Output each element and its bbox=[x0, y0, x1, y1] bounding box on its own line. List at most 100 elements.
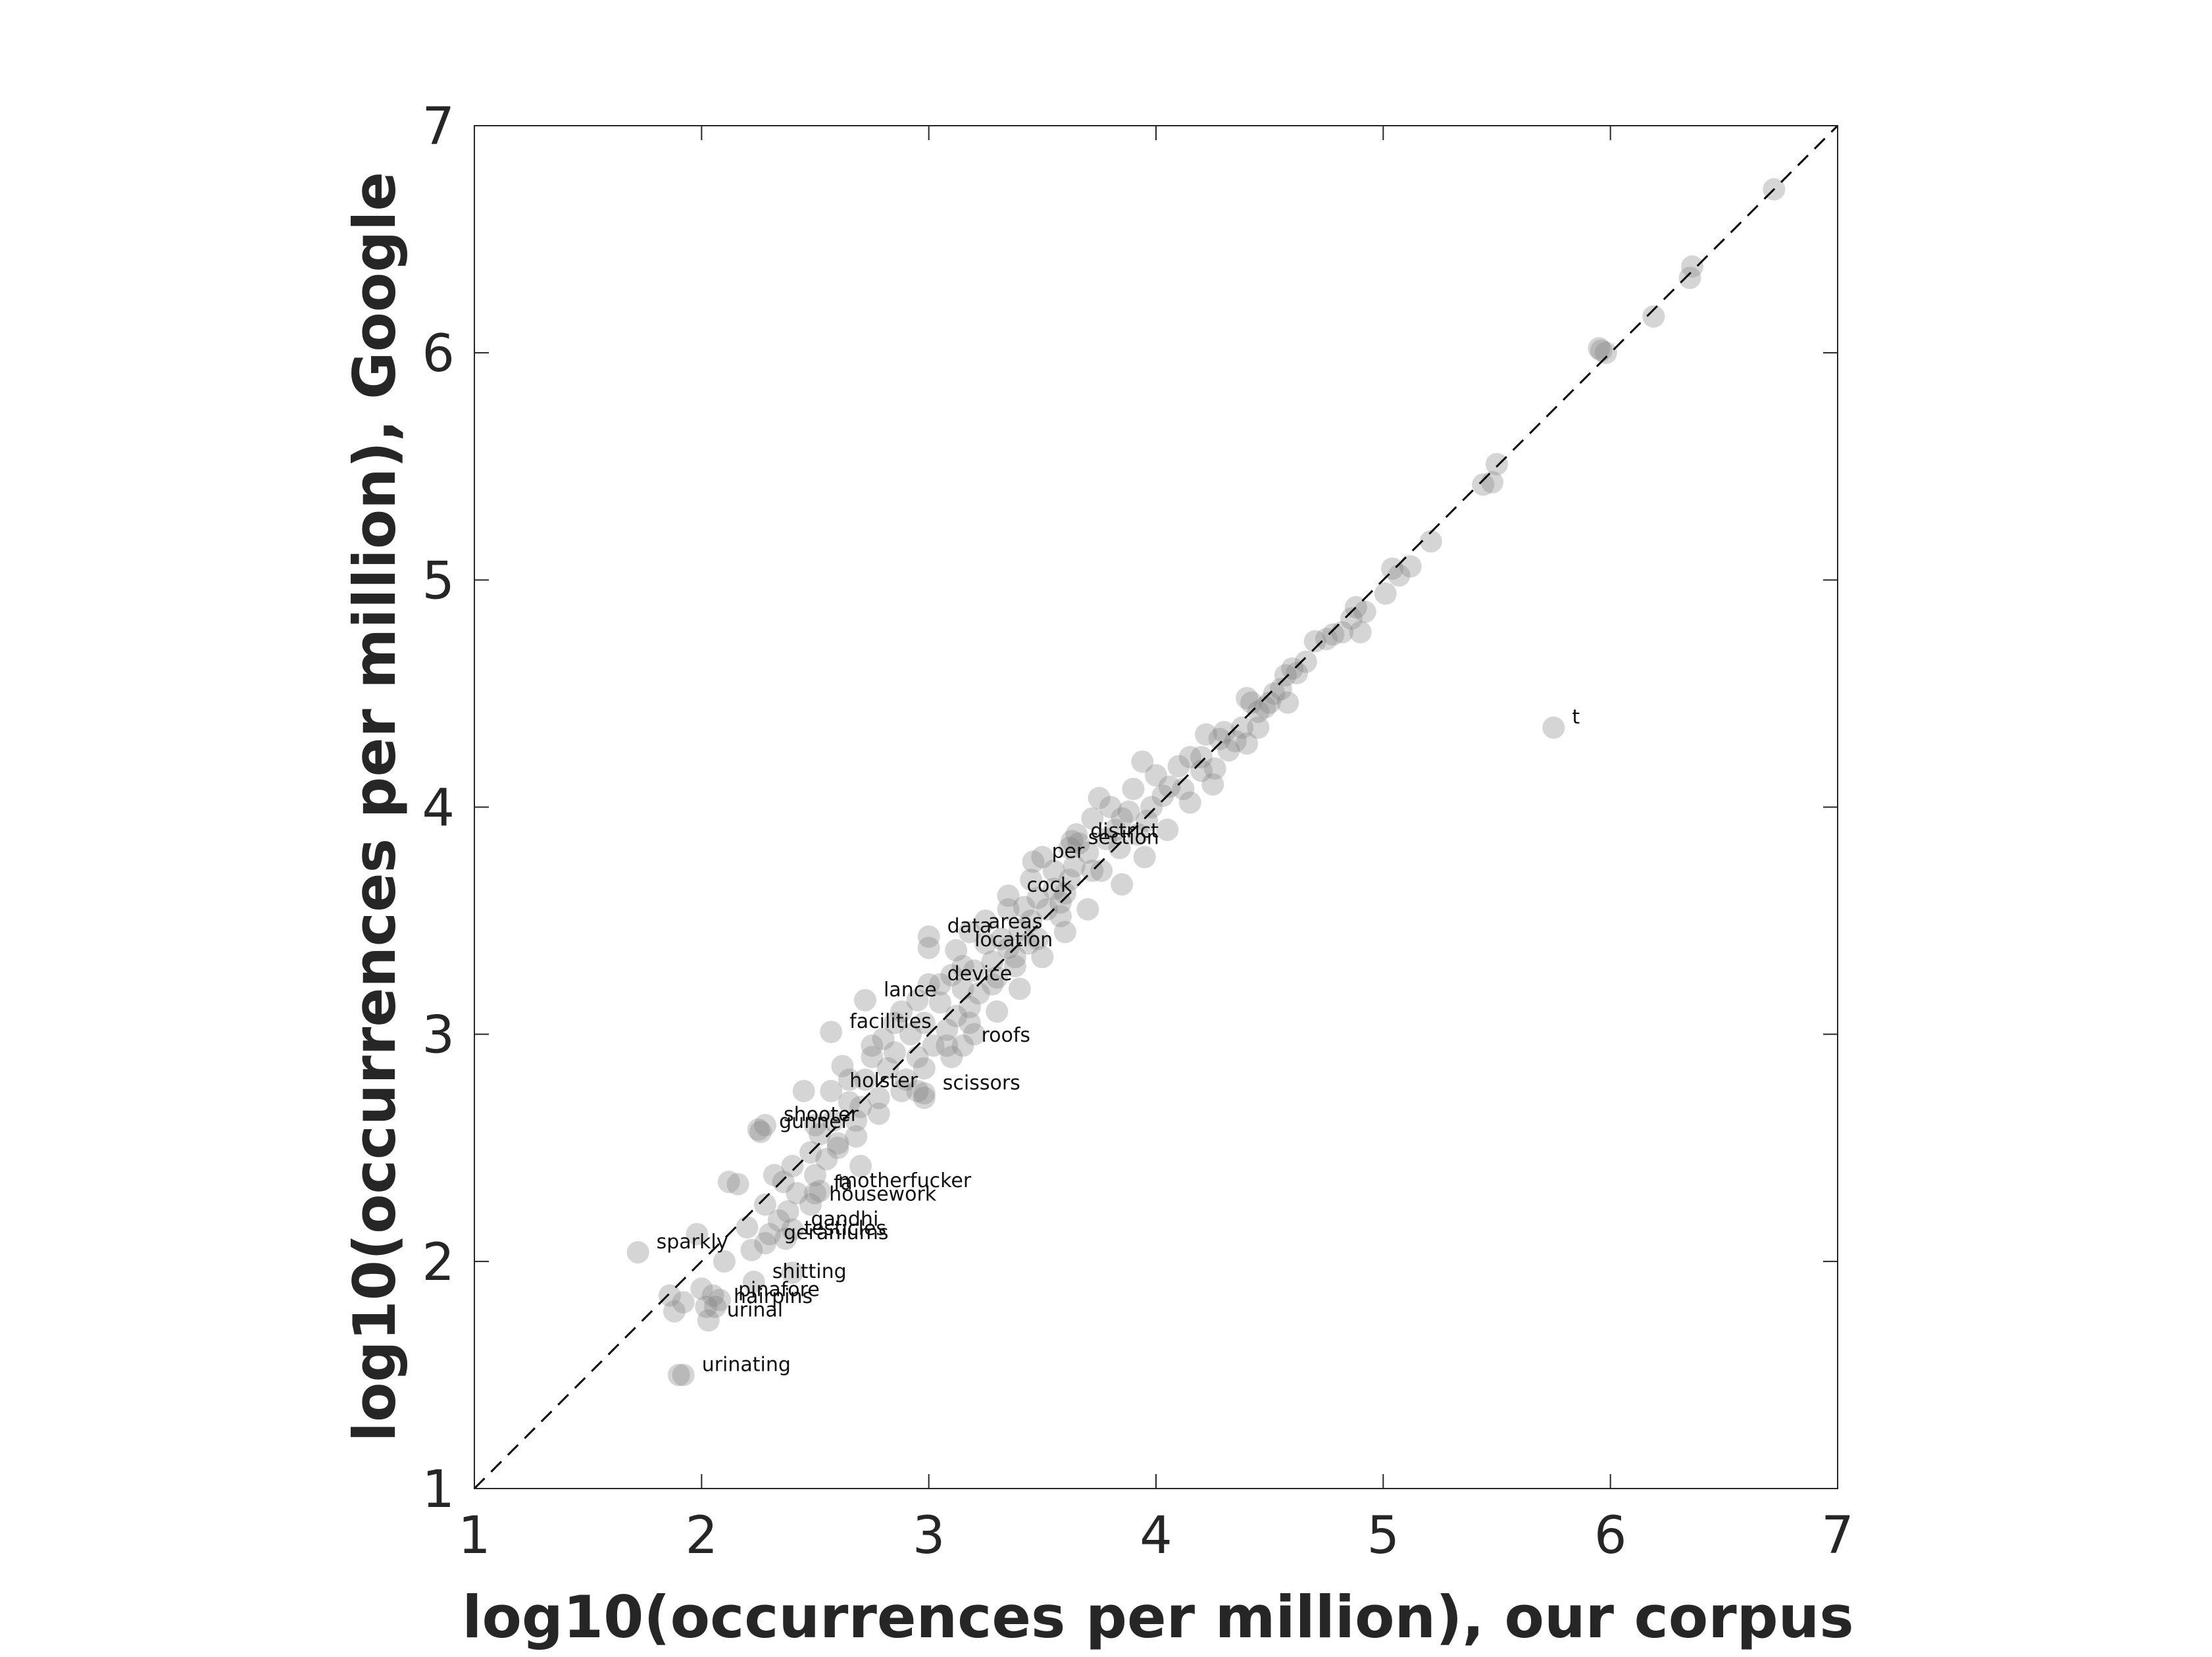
data-point bbox=[1099, 796, 1122, 819]
data-point bbox=[1088, 786, 1111, 809]
data-point bbox=[1340, 607, 1363, 630]
labeled-data-point bbox=[749, 1121, 772, 1144]
labeled-data-point bbox=[799, 1193, 822, 1216]
point-label: hairpins bbox=[734, 1285, 813, 1308]
data-point bbox=[1145, 764, 1167, 787]
data-point bbox=[1274, 664, 1297, 687]
data-point bbox=[853, 1068, 876, 1091]
data-point bbox=[1269, 678, 1292, 701]
data-point bbox=[667, 1364, 690, 1387]
data-point bbox=[1108, 836, 1131, 859]
point-label: urinal bbox=[727, 1299, 783, 1322]
data-point bbox=[1058, 868, 1081, 891]
data-point bbox=[1258, 691, 1281, 714]
data-point bbox=[672, 1290, 695, 1313]
data-point bbox=[1151, 784, 1174, 807]
y-tick-label: 2 bbox=[422, 1233, 455, 1292]
data-point bbox=[686, 1223, 709, 1246]
data-point bbox=[1026, 886, 1049, 909]
data-point bbox=[815, 1148, 838, 1171]
data-point bbox=[1042, 877, 1065, 900]
data-point bbox=[1081, 807, 1104, 830]
data-point bbox=[1103, 819, 1126, 842]
data-point bbox=[1133, 846, 1156, 869]
data-point bbox=[826, 1132, 849, 1155]
labeled-data-point bbox=[951, 1034, 974, 1057]
data-point bbox=[1042, 859, 1065, 882]
data-point bbox=[1240, 691, 1263, 714]
x-tick-label: 6 bbox=[1594, 1506, 1627, 1566]
data-point bbox=[1208, 727, 1231, 750]
data-point bbox=[872, 1027, 895, 1050]
data-point bbox=[958, 996, 981, 1019]
data-point bbox=[1008, 977, 1031, 1000]
y-tick-label: 1 bbox=[422, 1460, 455, 1519]
x-tick-label: 3 bbox=[913, 1506, 945, 1566]
data-point bbox=[845, 1125, 868, 1148]
data-point bbox=[792, 1079, 815, 1102]
data-point bbox=[849, 1154, 872, 1177]
data-point bbox=[804, 1163, 826, 1186]
data-point bbox=[1126, 823, 1149, 846]
point-label: motherfucker bbox=[838, 1169, 972, 1192]
data-point bbox=[1231, 716, 1254, 739]
labeled-data-point bbox=[917, 973, 940, 996]
labeled-data-point bbox=[1022, 850, 1045, 873]
data-point bbox=[776, 1200, 799, 1223]
data-point bbox=[895, 1068, 918, 1091]
data-point bbox=[1388, 564, 1411, 587]
data-point bbox=[1090, 859, 1113, 882]
data-point bbox=[1053, 921, 1076, 944]
data-point bbox=[1178, 791, 1201, 814]
data-point bbox=[1122, 777, 1145, 800]
data-point bbox=[1472, 473, 1495, 496]
data-point bbox=[1322, 623, 1345, 646]
data-point bbox=[713, 1250, 736, 1273]
x-tick-label: 4 bbox=[1140, 1506, 1172, 1566]
point-label: device bbox=[947, 963, 1013, 986]
data-point bbox=[876, 1057, 899, 1080]
data-point bbox=[1095, 827, 1118, 850]
data-point bbox=[826, 1136, 849, 1160]
data-point bbox=[1201, 773, 1224, 796]
data-point bbox=[1680, 255, 1703, 278]
data-point bbox=[997, 898, 1020, 921]
point-label: facilities bbox=[849, 1010, 932, 1033]
data-point bbox=[1486, 453, 1508, 476]
data-point bbox=[945, 1005, 968, 1028]
reference-line bbox=[473, 124, 1839, 1490]
point-label: scissors bbox=[943, 1071, 1020, 1094]
data-point bbox=[867, 1086, 890, 1109]
labeled-data-point bbox=[697, 1309, 720, 1332]
data-point bbox=[1076, 841, 1099, 864]
point-label: location bbox=[974, 929, 1053, 952]
data-point bbox=[726, 1173, 749, 1196]
data-point bbox=[845, 1109, 868, 1132]
data-point bbox=[754, 1193, 777, 1216]
data-point bbox=[1315, 628, 1338, 651]
data-point bbox=[701, 1284, 724, 1307]
data-point bbox=[963, 959, 986, 982]
data-point bbox=[747, 1118, 770, 1141]
data-point bbox=[1136, 809, 1159, 832]
data-point bbox=[1213, 721, 1236, 744]
data-point bbox=[1399, 555, 1422, 578]
data-point bbox=[1036, 898, 1059, 921]
data-point bbox=[890, 1000, 913, 1023]
y-tick-label: 5 bbox=[422, 551, 455, 611]
data-point bbox=[1594, 342, 1617, 365]
point-label: data bbox=[947, 915, 992, 938]
data-point bbox=[1158, 775, 1181, 798]
y-tick-label: 7 bbox=[422, 97, 455, 157]
data-point bbox=[940, 963, 963, 986]
data-point bbox=[1190, 759, 1213, 782]
labeled-data-point bbox=[808, 1179, 831, 1202]
point-label: areas bbox=[988, 910, 1043, 933]
data-point bbox=[838, 1091, 861, 1114]
labeled-data-point bbox=[1542, 716, 1565, 739]
x-tick-label: 5 bbox=[1367, 1506, 1400, 1566]
data-point bbox=[1247, 716, 1270, 739]
data-point bbox=[781, 1262, 804, 1285]
data-point bbox=[663, 1300, 686, 1323]
